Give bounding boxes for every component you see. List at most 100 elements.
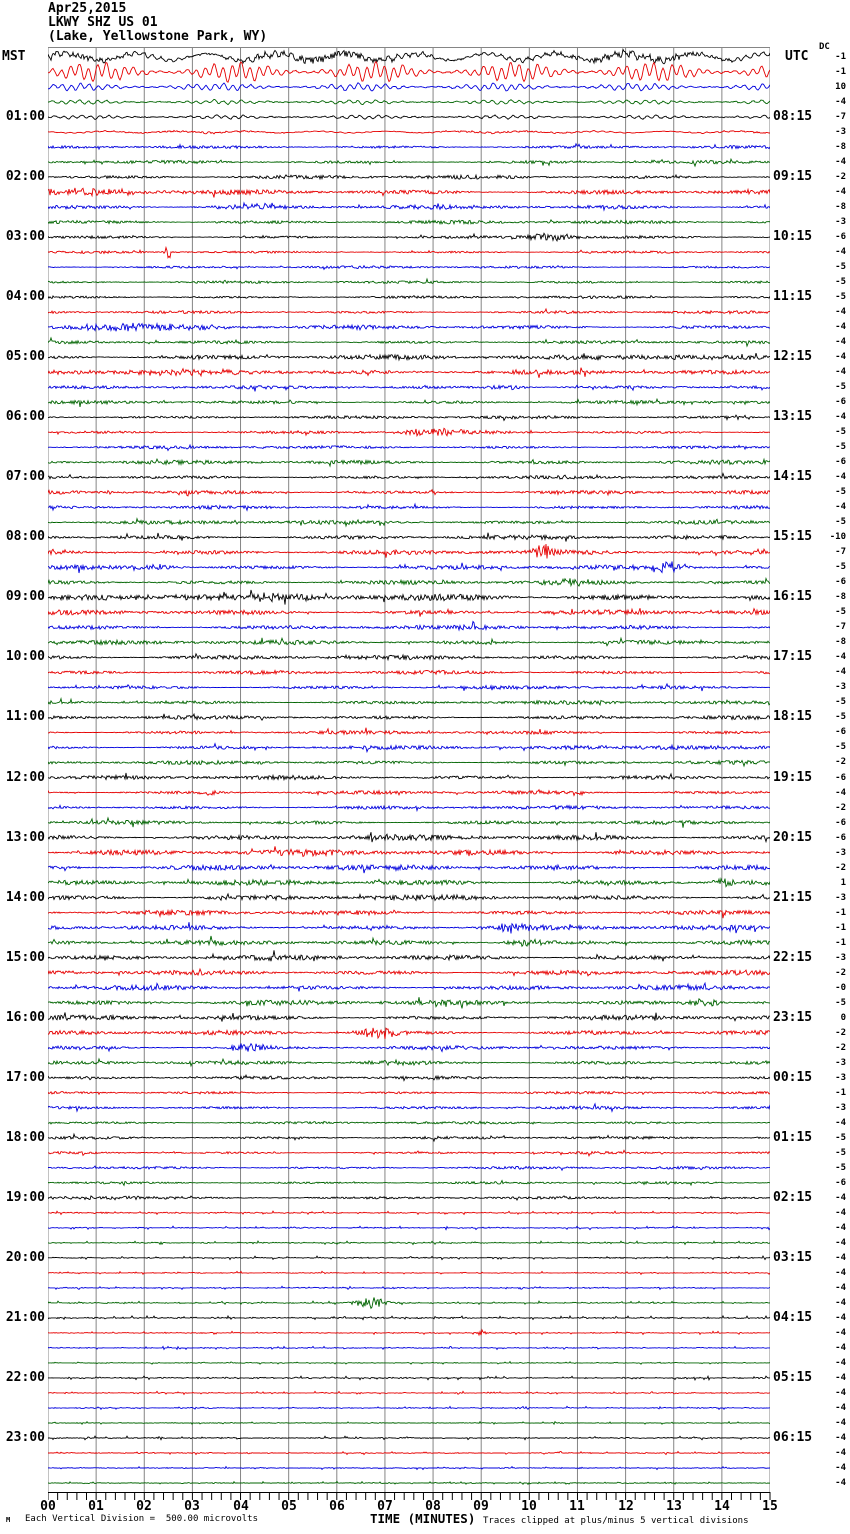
x-tick-label: 13 (666, 1499, 682, 1514)
utc-time-label: 17:15 (773, 649, 813, 664)
mst-time-label: 04:00 (5, 289, 45, 304)
trace-0745-green (48, 517, 770, 528)
trace-1830-blue (48, 1165, 770, 1172)
dc-offset-value: -3 (835, 127, 846, 137)
station-location: (Lake, Yellowstone Park, WY) (48, 29, 268, 44)
utc-time-label: 05:15 (773, 1370, 813, 1385)
trace-0900-black (48, 589, 770, 605)
dc-offset-value: -4 (835, 1373, 846, 1383)
dc-offset-value: -0 (835, 983, 846, 993)
seismogram-plot (48, 47, 770, 1492)
trace-1815-red (48, 1149, 770, 1157)
x-tick-label: 14 (714, 1499, 730, 1514)
trace-0515-red (48, 367, 770, 378)
utc-time-label: 16:15 (773, 589, 813, 604)
trace-1615-red (48, 1027, 770, 1040)
trace-2345-green (48, 1480, 770, 1486)
dc-offset-value: -3 (835, 1058, 846, 1068)
mst-time-label: 21:00 (5, 1310, 45, 1325)
dc-offset-value: -4 (835, 1118, 846, 1128)
dc-offset-value: -3 (835, 953, 846, 963)
trace-0245-green (48, 219, 770, 226)
trace-0315-red (48, 245, 770, 259)
dc-offset-value: -5 (835, 292, 846, 302)
trace-2145-green (48, 1360, 770, 1365)
dc-offset-value: -4 (835, 1403, 846, 1413)
dc-offset-value: 0 (840, 1013, 846, 1023)
x-tick-label: 02 (136, 1499, 152, 1514)
trace-0500-black (48, 352, 770, 362)
trace-1530-blue (48, 981, 770, 992)
utc-time-label: 02:15 (773, 1190, 813, 1205)
dc-offset-value: -6 (835, 457, 846, 467)
mst-time-label: 13:00 (5, 830, 45, 845)
trace-0615-red (48, 427, 770, 438)
mst-time-label: 23:00 (5, 1430, 45, 1445)
trace-0415-red (48, 307, 770, 315)
dc-offset-value: -1 (835, 923, 846, 933)
trace-1515-red (48, 967, 770, 977)
dc-offset-value: -2 (835, 863, 846, 873)
trace-0845-green (48, 576, 770, 588)
station-id: LKWY SHZ US 01 (48, 15, 158, 30)
utc-time-label: 01:15 (773, 1130, 813, 1145)
mst-time-label: 02:00 (5, 169, 45, 184)
dc-offset-value: -5 (835, 998, 846, 1008)
dc-offset-value: -4 (835, 1328, 846, 1338)
dc-offset-value: -3 (835, 682, 846, 692)
utc-time-label: 06:15 (773, 1430, 813, 1445)
dc-offset-value: -4 (835, 1283, 846, 1293)
mst-time-label: 07:00 (5, 469, 45, 484)
dc-offset-value: -6 (835, 727, 846, 737)
mst-time-label: 06:00 (5, 409, 45, 424)
trace-0530-blue (48, 384, 770, 392)
trace-0030-blue (48, 82, 770, 92)
dc-offset-value: -3 (835, 1073, 846, 1083)
dc-offset-value: -6 (835, 818, 846, 828)
dc-offset-value: -3 (835, 848, 846, 858)
dc-offset-value: -4 (835, 1388, 846, 1398)
dc-offset-value: -6 (835, 773, 846, 783)
trace-2130-blue (48, 1345, 770, 1351)
dc-offset-value: -8 (835, 637, 846, 647)
dc-offset-value: -5 (835, 712, 846, 722)
mst-timezone-label: MST (2, 49, 26, 64)
trace-1030-blue (48, 682, 770, 692)
mst-time-label: 01:00 (5, 109, 45, 124)
utc-time-label: 20:15 (773, 830, 813, 845)
utc-time-label: 12:15 (773, 349, 813, 364)
dc-offset-value: -4 (835, 652, 846, 662)
utc-time-label: 14:15 (773, 469, 813, 484)
mst-time-label: 16:00 (5, 1010, 45, 1025)
dc-offset-value: 10 (835, 82, 846, 92)
trace-2100-black (48, 1314, 770, 1321)
utc-time-label: 09:15 (773, 169, 813, 184)
dc-offset-value: -4 (835, 352, 846, 362)
trace-1245-green (48, 816, 770, 828)
clip-note: Traces clipped at plus/minus 5 vertical … (483, 1516, 749, 1526)
dc-offset-value: -5 (835, 382, 846, 392)
dc-offset-value: -5 (835, 1133, 846, 1143)
trace-1900-black (48, 1195, 770, 1201)
dc-offset-value: -3 (835, 1103, 846, 1113)
utc-time-label: 11:15 (773, 289, 813, 304)
dc-offset-value: -4 (835, 667, 846, 677)
mst-time-label: 09:00 (5, 589, 45, 604)
dc-offset-value: -1 (835, 908, 846, 918)
dc-offset-value: -7 (835, 547, 846, 557)
dc-offset-value: -4 (835, 1478, 846, 1488)
dc-offset-value: -4 (835, 502, 846, 512)
trace-2030-blue (48, 1285, 770, 1291)
trace-0330-blue (48, 264, 770, 271)
trace-2215-red (48, 1390, 770, 1396)
dc-offset-value: -4 (835, 1433, 846, 1443)
trace-0215-red (48, 187, 770, 198)
x-axis-ticks (48, 1492, 771, 1500)
trace-0445-green (48, 336, 770, 348)
dc-offset-value: -6 (835, 232, 846, 242)
dc-offset-value: 1 (840, 878, 846, 888)
x-tick-label: 01 (88, 1499, 104, 1514)
trace-0645-green (48, 457, 770, 468)
dc-offset-value: -6 (835, 397, 846, 407)
trace-0345-green (48, 277, 770, 285)
